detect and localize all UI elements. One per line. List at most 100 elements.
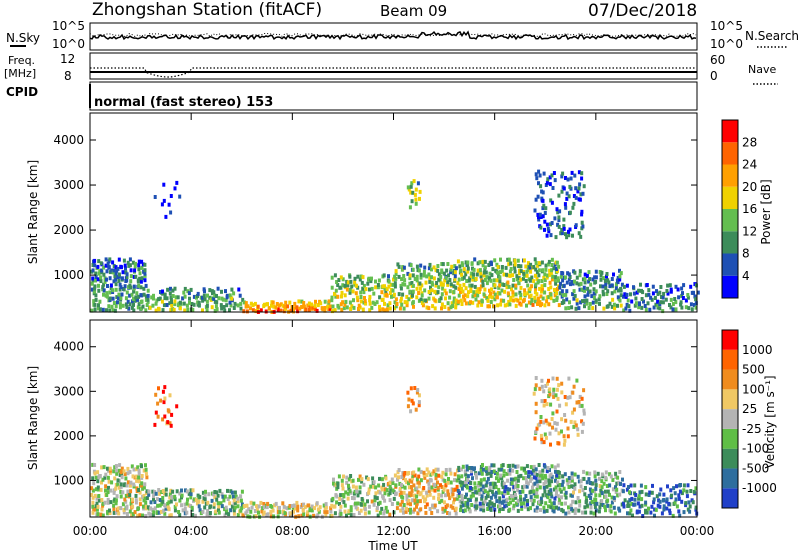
echo-cell xyxy=(555,207,559,212)
echo-cell xyxy=(561,479,565,484)
echo-cell xyxy=(664,297,668,302)
echo-cell xyxy=(133,264,137,269)
echo-cell xyxy=(679,483,682,487)
echo-cell xyxy=(477,300,481,305)
echo-cell xyxy=(567,272,571,277)
echo-cell xyxy=(542,389,546,394)
echo-cell xyxy=(562,486,566,491)
echo-cell xyxy=(201,298,205,303)
echo-cell xyxy=(469,485,472,490)
echo-cell xyxy=(564,402,568,407)
echo-cell xyxy=(591,277,595,282)
echo-cell xyxy=(362,482,366,487)
echo-cell xyxy=(570,280,574,284)
echo-cell xyxy=(640,489,644,494)
echo-cell xyxy=(448,467,452,472)
echo-cell xyxy=(653,296,657,300)
echo-cell xyxy=(135,291,139,296)
echo-cell xyxy=(415,295,419,300)
echo-cell xyxy=(457,494,461,499)
echo-cell xyxy=(556,210,560,215)
echo-cell xyxy=(413,498,417,503)
echo-cell xyxy=(109,488,113,493)
echo-cell xyxy=(448,278,452,282)
noise-sky-label: N.Sky xyxy=(6,31,40,45)
echo-cell xyxy=(468,283,472,288)
echo-cell xyxy=(347,483,350,488)
echo-cell xyxy=(111,288,115,293)
echo-cell xyxy=(641,514,645,518)
echo-cell xyxy=(191,513,195,517)
echo-cell xyxy=(544,183,548,187)
echo-cell xyxy=(93,263,97,268)
echo-cell xyxy=(587,493,591,498)
echo-cell xyxy=(523,466,526,471)
echo-cell xyxy=(472,290,476,295)
echo-cell xyxy=(489,495,493,500)
echo-cell xyxy=(523,288,527,293)
echo-cell xyxy=(469,287,473,292)
echo-cell xyxy=(384,476,388,481)
echo-cell xyxy=(104,263,108,268)
echo-cell xyxy=(564,306,568,311)
echo-cell xyxy=(448,289,452,294)
echo-cell xyxy=(614,471,618,476)
echo-cell xyxy=(364,301,368,306)
echo-cell xyxy=(134,493,138,498)
echo-cell xyxy=(440,268,444,273)
echo-cell xyxy=(568,275,572,279)
echo-cell xyxy=(388,306,392,311)
echo-cell xyxy=(142,485,146,490)
echo-cell xyxy=(267,306,271,311)
echo-cell xyxy=(665,499,669,504)
echo-cell xyxy=(363,507,367,512)
echo-cell xyxy=(257,510,260,515)
echo-cell xyxy=(577,231,581,236)
echo-cell xyxy=(460,302,464,306)
echo-cell xyxy=(565,235,569,240)
echo-cell xyxy=(228,300,232,305)
echo-cell xyxy=(228,494,232,499)
echo-cell xyxy=(463,293,467,298)
echo-cell xyxy=(397,475,400,480)
echo-cell xyxy=(344,299,348,304)
echo-cell xyxy=(262,510,266,515)
echo-cell xyxy=(485,281,489,286)
echo-cell xyxy=(542,485,546,490)
echo-cell xyxy=(472,272,476,277)
echo-cell xyxy=(563,395,567,399)
echo-cell xyxy=(418,196,421,201)
echo-cell xyxy=(471,294,475,299)
echo-cell xyxy=(546,177,550,182)
echo-cell xyxy=(421,495,425,500)
echo-cell xyxy=(425,305,429,310)
echo-cell xyxy=(317,509,321,514)
echo-cell xyxy=(402,306,406,311)
echo-cell xyxy=(516,478,520,483)
echo-cell xyxy=(409,386,413,391)
echo-cell xyxy=(473,293,477,298)
echo-cell xyxy=(91,276,95,281)
echo-cell xyxy=(94,475,98,480)
echo-cell xyxy=(349,508,353,513)
power-colorbar-label: Power [dB] xyxy=(759,179,773,244)
echo-cell xyxy=(496,290,500,295)
echo-cell xyxy=(539,508,542,512)
echo-cell xyxy=(406,501,410,506)
echo-cell xyxy=(441,262,445,267)
echo-cell xyxy=(262,302,266,307)
echo-cell xyxy=(439,296,443,301)
echo-cell xyxy=(433,488,437,493)
echo-cell xyxy=(116,275,120,280)
echo-cell xyxy=(551,186,555,190)
echo-cell xyxy=(545,180,549,185)
echo-cell xyxy=(555,492,558,497)
echo-cell xyxy=(662,291,666,296)
echo-cell xyxy=(555,269,559,274)
echo-cell xyxy=(538,479,542,484)
echo-cell xyxy=(249,509,253,514)
colorbar-swatch xyxy=(722,389,738,410)
echo-cell xyxy=(467,507,471,512)
echo-cell xyxy=(497,478,500,483)
echo-cell xyxy=(203,297,207,302)
